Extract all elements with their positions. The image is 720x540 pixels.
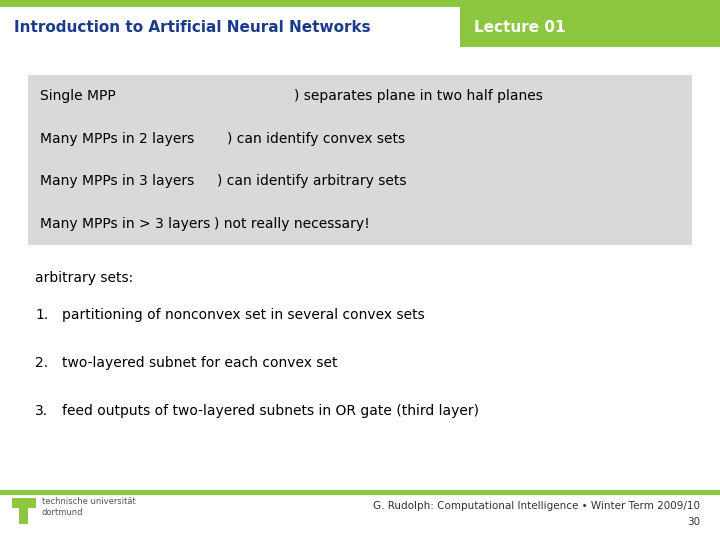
Text: 30: 30 — [687, 517, 700, 527]
Text: feed outputs of two-layered subnets in OR gate (third layer): feed outputs of two-layered subnets in O… — [62, 404, 479, 418]
FancyBboxPatch shape — [19, 508, 28, 524]
FancyBboxPatch shape — [12, 498, 36, 508]
Text: ) separates plane in two half planes: ) separates plane in two half planes — [294, 89, 542, 103]
Text: G. Rudolph: Computational Intelligence • Winter Term 2009/10: G. Rudolph: Computational Intelligence •… — [373, 501, 700, 511]
Text: Many MPPs in > 3 layers: Many MPPs in > 3 layers — [40, 217, 210, 231]
FancyBboxPatch shape — [460, 7, 720, 47]
Text: Many MPPs in 3 layers: Many MPPs in 3 layers — [40, 174, 194, 188]
Text: 3.: 3. — [35, 404, 48, 418]
FancyBboxPatch shape — [0, 0, 720, 7]
Text: partitioning of nonconvex set in several convex sets: partitioning of nonconvex set in several… — [62, 308, 425, 322]
Text: ) can identify convex sets: ) can identify convex sets — [228, 132, 405, 146]
FancyBboxPatch shape — [0, 490, 720, 495]
Text: two-layered subnet for each convex set: two-layered subnet for each convex set — [62, 356, 338, 370]
Text: ) not really necessary!: ) not really necessary! — [214, 217, 369, 231]
Text: arbitrary sets:: arbitrary sets: — [35, 271, 133, 285]
Text: Lecture 01: Lecture 01 — [474, 19, 565, 35]
Text: ) can identify arbitrary sets: ) can identify arbitrary sets — [217, 174, 407, 188]
Text: 1.: 1. — [35, 308, 48, 322]
Text: 2.: 2. — [35, 356, 48, 370]
Text: Many MPPs in 2 layers: Many MPPs in 2 layers — [40, 132, 194, 146]
FancyBboxPatch shape — [28, 75, 692, 245]
Text: Single MPP: Single MPP — [40, 89, 116, 103]
Text: technische universität
dortmund: technische universität dortmund — [42, 497, 136, 517]
Text: Introduction to Artificial Neural Networks: Introduction to Artificial Neural Networ… — [14, 19, 371, 35]
FancyBboxPatch shape — [0, 7, 720, 47]
